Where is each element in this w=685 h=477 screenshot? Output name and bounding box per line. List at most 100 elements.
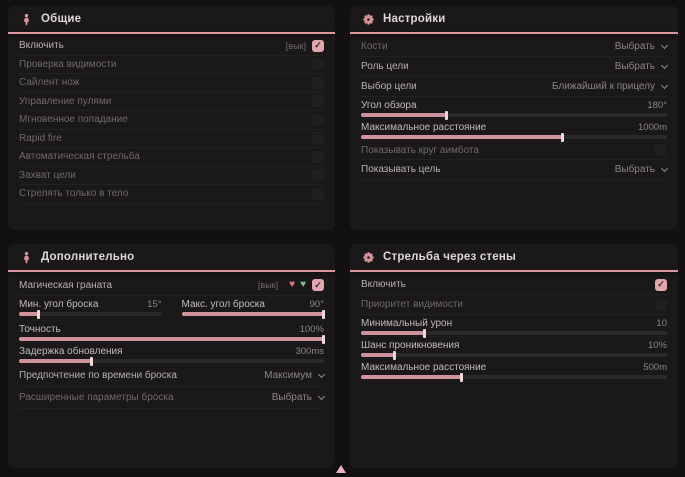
- row-rapid-fire: Rapid fire: [19, 130, 324, 148]
- silent-knife-checkbox[interactable]: [312, 76, 324, 89]
- row-accuracy: Точность 100%: [19, 321, 325, 344]
- throw-time-dropdown[interactable]: Максимум: [264, 370, 326, 381]
- panel-title: Дополнительно: [41, 251, 135, 263]
- max-angle-slider[interactable]: [181, 309, 325, 319]
- wallbang-max-distance-slider[interactable]: [361, 372, 667, 382]
- row-label: Стрелять только в тело: [19, 188, 129, 200]
- fov-slider[interactable]: [361, 110, 667, 120]
- row-label: Управление пулями: [19, 95, 112, 107]
- row-throw-angles: Мин. угол броска 15° Макс. угол броска 9…: [19, 296, 325, 321]
- panel-additional-header: Дополнительно: [8, 244, 335, 270]
- panel-title: Настройки: [383, 13, 446, 25]
- magic-grenade-checkbox[interactable]: ✓: [312, 279, 324, 291]
- heart-broken-icon[interactable]: ♥: [289, 279, 296, 290]
- row-label: Мгновенное попадание: [19, 114, 128, 126]
- chevron-down-icon: [660, 41, 669, 49]
- row-throw-time: Предпочтение по времени броска Максимум: [19, 365, 326, 387]
- check-icon: ✓: [314, 40, 322, 51]
- slider-label: Задержка обновления: [19, 346, 123, 357]
- row-label: Магическая граната: [19, 279, 113, 291]
- row-label: Показывать цель: [361, 164, 441, 175]
- row-show-target: Показывать цель Выбрать: [361, 160, 669, 180]
- min-angle-slider[interactable]: [19, 309, 162, 319]
- panel-accent-divider: [8, 270, 335, 272]
- panel-wallbang-header: Стрельба через стены: [350, 244, 678, 270]
- row-label: Роль цели: [361, 61, 409, 72]
- panel-general: Общие Включить [вык] ✓ Проверка видимост…: [8, 6, 335, 230]
- heart-icon[interactable]: ♥: [300, 279, 306, 290]
- slider-value: 300ms: [295, 346, 324, 357]
- max-angle-group: Макс. угол броска 90°: [181, 299, 325, 320]
- slider-label: Мин. угол броска: [19, 299, 99, 310]
- slider-value: 500m: [643, 362, 667, 373]
- dropdown-value: Ближайший к прицелу: [551, 81, 655, 92]
- row-enable: Включить [вык] ✓: [19, 37, 324, 56]
- slider-value: 10%: [647, 340, 667, 351]
- dropdown-value: Выбрать: [271, 392, 312, 403]
- row-min-damage: Минимальный урон 10: [361, 315, 667, 338]
- chevron-down-icon: [660, 61, 669, 69]
- row-wallbang-max-distance: Максимальное расстояние 500m: [361, 359, 667, 382]
- hotkey-tag[interactable]: [вык]: [257, 280, 279, 290]
- target-lock-checkbox[interactable]: [312, 169, 324, 182]
- row-update-delay: Задержка обновления 300ms: [19, 343, 324, 366]
- row-label: Предпочтение по времени броска: [19, 370, 177, 381]
- body-only-checkbox[interactable]: [312, 187, 324, 200]
- row-label: Включить: [361, 279, 406, 290]
- row-label: Кости: [361, 41, 388, 52]
- row-magic-grenade: Магическая граната [вык] ♥ ♥ ✓: [19, 275, 324, 296]
- bullet-control-checkbox[interactable]: [312, 95, 324, 108]
- slider-value: 10: [656, 318, 667, 329]
- advanced-throw-dropdown[interactable]: Выбрать: [271, 392, 326, 403]
- accuracy-slider[interactable]: [19, 334, 325, 344]
- gear-icon: [362, 13, 375, 26]
- panel-accent-divider: [350, 270, 678, 272]
- show-circle-checkbox[interactable]: [655, 144, 667, 156]
- slider-label: Максимальное расстояние: [361, 362, 487, 373]
- penetration-chance-slider[interactable]: [361, 350, 667, 360]
- visibility-priority-checkbox[interactable]: [655, 298, 667, 311]
- row-penetration-chance: Шанс проникновения 10%: [361, 337, 667, 360]
- target-role-dropdown[interactable]: Выбрать: [614, 61, 669, 72]
- slider-value: 180°: [647, 100, 667, 111]
- bones-dropdown[interactable]: Выбрать: [615, 41, 669, 52]
- panel-title: Общие: [41, 13, 82, 25]
- row-show-circle: Показывать круг аимбота: [361, 141, 667, 160]
- row-target-select: Выбор цели Ближайший к прицелу: [361, 77, 669, 97]
- slider-label: Минимальный урон: [361, 318, 453, 329]
- row-label: Показывать круг аимбота: [361, 144, 479, 156]
- visibility-check-checkbox[interactable]: [312, 58, 324, 71]
- row-label: Захват цели: [19, 169, 76, 181]
- slider-value: 1000m: [637, 122, 667, 133]
- person-icon: [20, 13, 33, 26]
- panel-wallbang: Стрельба через стены Включить ✓ Приорите…: [350, 244, 678, 468]
- row-visibility-priority: Приоритет видимости: [361, 295, 667, 315]
- rapid-fire-checkbox[interactable]: [312, 132, 324, 145]
- row-bones: Кости Выбрать: [361, 37, 669, 57]
- row-fov: Угол обзора 180°: [361, 97, 667, 120]
- triangle-up-icon[interactable]: [336, 465, 346, 473]
- panel-accent-divider: [8, 32, 335, 34]
- instant-hit-checkbox[interactable]: [312, 113, 324, 126]
- slider-label: Шанс проникновения: [361, 340, 460, 351]
- panel-settings: Настройки Кости Выбрать Роль цели Выбрат…: [350, 6, 678, 230]
- hotkey-tag[interactable]: [вык]: [285, 40, 306, 51]
- min-damage-slider[interactable]: [361, 328, 667, 338]
- update-delay-slider[interactable]: [19, 356, 324, 366]
- enable-checkbox[interactable]: ✓: [312, 39, 324, 52]
- dropdown-value: Выбрать: [614, 61, 655, 72]
- auto-fire-checkbox[interactable]: [312, 150, 324, 163]
- row-label: Автоматическая стрельба: [19, 151, 140, 163]
- panel-general-header: Общие: [8, 6, 335, 32]
- slider-value: 15°: [147, 299, 162, 310]
- wallbang-enable-checkbox[interactable]: ✓: [655, 278, 667, 291]
- row-body-only: Стрелять только в тело: [19, 185, 324, 204]
- row-label: Сайлент нож: [19, 77, 80, 89]
- target-select-dropdown[interactable]: Ближайший к прицелу: [551, 81, 669, 92]
- row-advanced-throw: Расширенные параметры броска Выбрать: [19, 387, 326, 409]
- row-label: Проверка видимости: [19, 58, 117, 70]
- slider-label: Точность: [19, 324, 61, 335]
- show-target-dropdown[interactable]: Выбрать: [615, 164, 669, 175]
- panel-accent-divider: [350, 32, 678, 34]
- max-distance-slider[interactable]: [361, 132, 667, 142]
